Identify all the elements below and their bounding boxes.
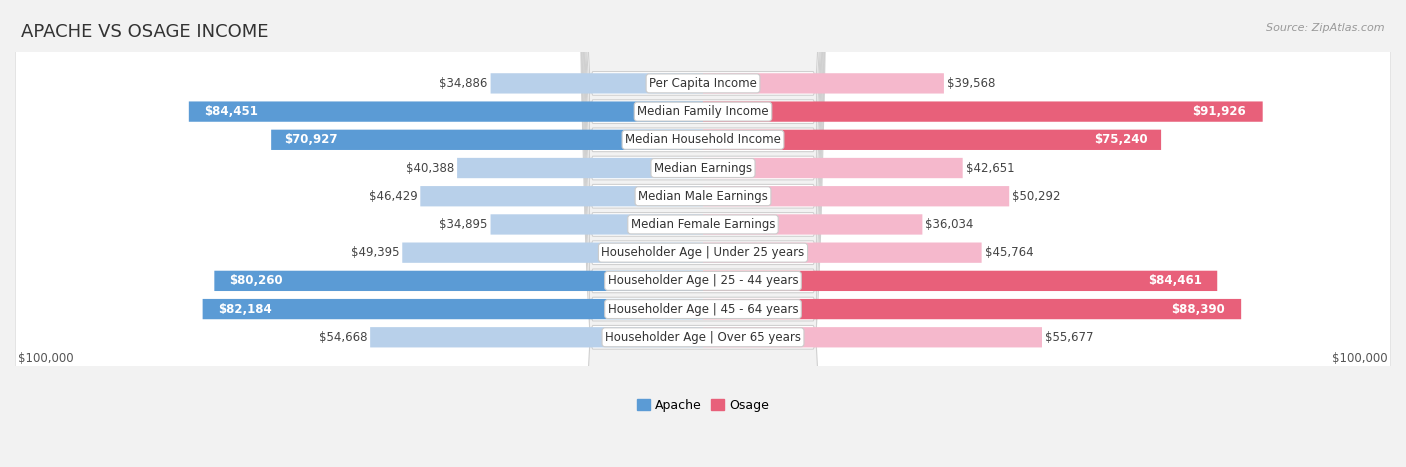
FancyBboxPatch shape bbox=[370, 327, 703, 347]
Text: $100,000: $100,000 bbox=[18, 352, 73, 365]
Text: Householder Age | Under 25 years: Householder Age | Under 25 years bbox=[602, 246, 804, 259]
FancyBboxPatch shape bbox=[15, 0, 1391, 467]
FancyBboxPatch shape bbox=[202, 299, 703, 319]
Text: $50,292: $50,292 bbox=[1012, 190, 1060, 203]
FancyBboxPatch shape bbox=[15, 0, 1391, 467]
FancyBboxPatch shape bbox=[15, 0, 1391, 467]
FancyBboxPatch shape bbox=[214, 271, 703, 291]
Text: Median Male Earnings: Median Male Earnings bbox=[638, 190, 768, 203]
Text: $39,568: $39,568 bbox=[948, 77, 995, 90]
Text: $84,461: $84,461 bbox=[1147, 275, 1202, 287]
Text: Median Family Income: Median Family Income bbox=[637, 105, 769, 118]
FancyBboxPatch shape bbox=[703, 242, 981, 263]
Text: $46,429: $46,429 bbox=[368, 190, 418, 203]
FancyBboxPatch shape bbox=[15, 0, 1391, 467]
Text: $54,668: $54,668 bbox=[319, 331, 367, 344]
Text: Householder Age | Over 65 years: Householder Age | Over 65 years bbox=[605, 331, 801, 344]
Text: $84,451: $84,451 bbox=[204, 105, 259, 118]
Text: $49,395: $49,395 bbox=[350, 246, 399, 259]
Text: $91,926: $91,926 bbox=[1192, 105, 1246, 118]
Text: $40,388: $40,388 bbox=[406, 162, 454, 175]
FancyBboxPatch shape bbox=[703, 73, 943, 93]
Text: Householder Age | 25 - 44 years: Householder Age | 25 - 44 years bbox=[607, 275, 799, 287]
FancyBboxPatch shape bbox=[703, 327, 1042, 347]
Text: Per Capita Income: Per Capita Income bbox=[650, 77, 756, 90]
FancyBboxPatch shape bbox=[402, 242, 703, 263]
FancyBboxPatch shape bbox=[703, 186, 1010, 206]
FancyBboxPatch shape bbox=[703, 271, 1218, 291]
Text: $34,886: $34,886 bbox=[439, 77, 488, 90]
FancyBboxPatch shape bbox=[15, 0, 1391, 467]
FancyBboxPatch shape bbox=[15, 0, 1391, 467]
Text: APACHE VS OSAGE INCOME: APACHE VS OSAGE INCOME bbox=[21, 23, 269, 42]
Text: $88,390: $88,390 bbox=[1171, 303, 1225, 316]
Text: $100,000: $100,000 bbox=[1333, 352, 1388, 365]
FancyBboxPatch shape bbox=[703, 299, 1241, 319]
FancyBboxPatch shape bbox=[188, 101, 703, 122]
FancyBboxPatch shape bbox=[15, 0, 1391, 467]
Text: Median Earnings: Median Earnings bbox=[654, 162, 752, 175]
Text: $82,184: $82,184 bbox=[218, 303, 271, 316]
Text: $80,260: $80,260 bbox=[229, 275, 283, 287]
Text: Householder Age | 45 - 64 years: Householder Age | 45 - 64 years bbox=[607, 303, 799, 316]
Text: $34,895: $34,895 bbox=[439, 218, 488, 231]
FancyBboxPatch shape bbox=[491, 73, 703, 93]
FancyBboxPatch shape bbox=[491, 214, 703, 234]
Text: $42,651: $42,651 bbox=[966, 162, 1014, 175]
FancyBboxPatch shape bbox=[703, 158, 963, 178]
Text: $45,764: $45,764 bbox=[984, 246, 1033, 259]
FancyBboxPatch shape bbox=[420, 186, 703, 206]
FancyBboxPatch shape bbox=[703, 130, 1161, 150]
Text: $36,034: $36,034 bbox=[925, 218, 974, 231]
Text: Median Female Earnings: Median Female Earnings bbox=[631, 218, 775, 231]
Text: Source: ZipAtlas.com: Source: ZipAtlas.com bbox=[1267, 23, 1385, 33]
Legend: Apache, Osage: Apache, Osage bbox=[634, 395, 772, 416]
Text: $75,240: $75,240 bbox=[1094, 133, 1147, 146]
FancyBboxPatch shape bbox=[703, 101, 1263, 122]
FancyBboxPatch shape bbox=[15, 0, 1391, 467]
FancyBboxPatch shape bbox=[15, 0, 1391, 467]
Text: Median Household Income: Median Household Income bbox=[626, 133, 780, 146]
FancyBboxPatch shape bbox=[271, 130, 703, 150]
FancyBboxPatch shape bbox=[703, 214, 922, 234]
Text: $55,677: $55,677 bbox=[1045, 331, 1094, 344]
Text: $70,927: $70,927 bbox=[284, 133, 337, 146]
FancyBboxPatch shape bbox=[457, 158, 703, 178]
FancyBboxPatch shape bbox=[15, 0, 1391, 467]
